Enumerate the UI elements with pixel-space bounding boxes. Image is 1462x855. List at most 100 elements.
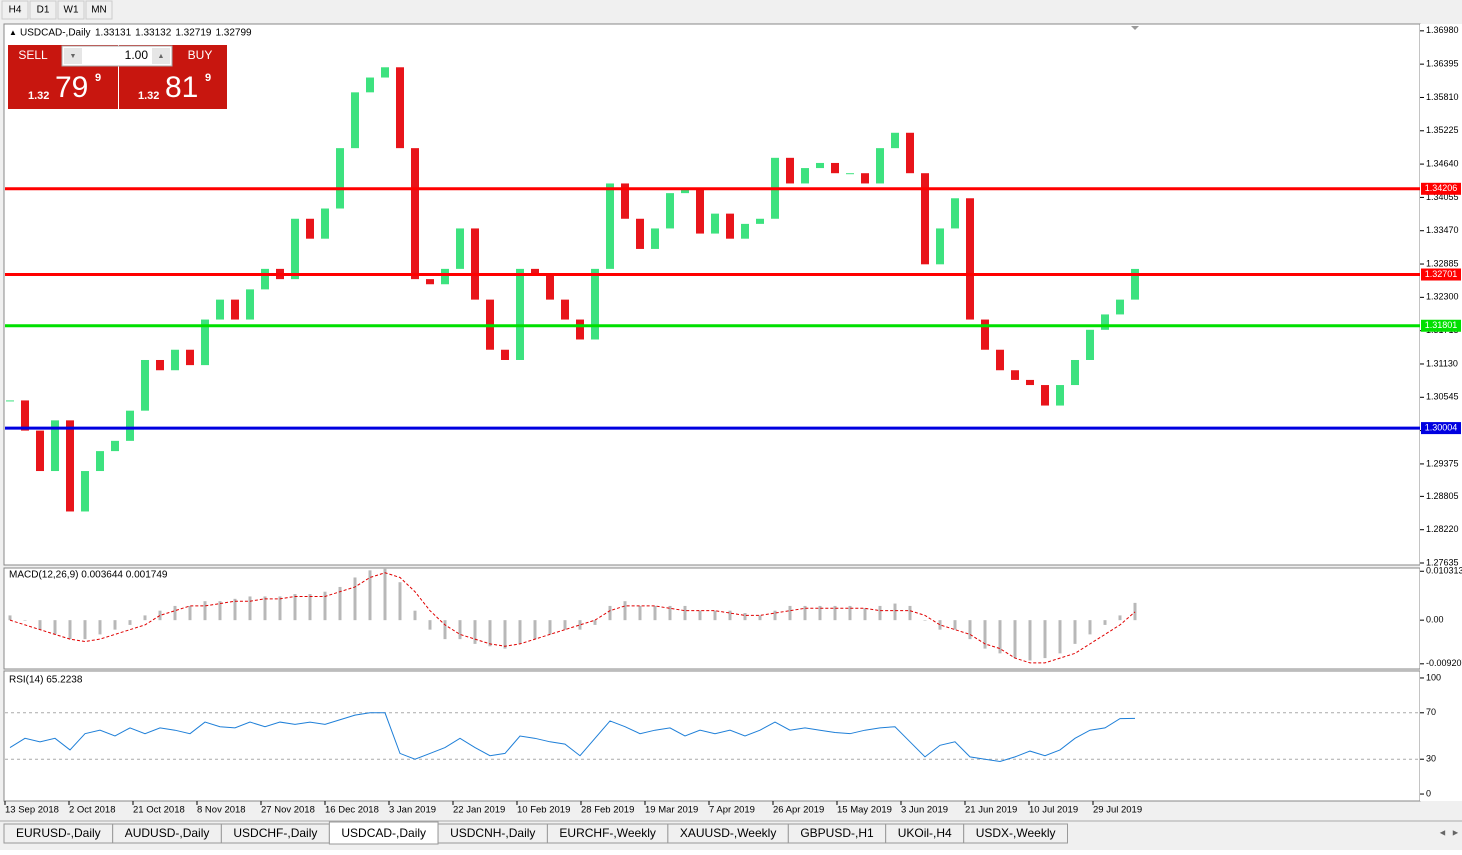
- macd-bar: [593, 620, 597, 625]
- candle: [621, 183, 629, 219]
- candle: [156, 359, 164, 371]
- macd-bar: [173, 605, 177, 621]
- macd-bar: [878, 605, 882, 621]
- macd-bar: [833, 605, 837, 621]
- ohlc-value: 1.33131: [95, 28, 132, 39]
- macd-bar: [938, 620, 942, 630]
- chart-tab-label: GBPUSD-,H1: [800, 826, 874, 840]
- macd-bar: [38, 620, 42, 630]
- candle: [666, 193, 674, 229]
- collapse-arrow[interactable]: ▲: [9, 28, 17, 37]
- lot-value: 1.00: [125, 48, 149, 62]
- price-tick-label: 1.29375: [1426, 458, 1459, 468]
- date-label: 13 Sep 2018: [5, 805, 59, 816]
- tab-scroll-left[interactable]: ◄: [1438, 827, 1447, 837]
- timeframe-label: H4: [9, 5, 22, 16]
- lot-up-icon: ▲: [158, 53, 165, 60]
- price-tick-label: 1.35225: [1426, 125, 1459, 135]
- timeframe-button[interactable]: [57, 0, 85, 20]
- lot-down-icon: ▼: [70, 53, 77, 60]
- candle: [36, 430, 44, 472]
- candle: [351, 92, 359, 149]
- candle: [531, 268, 539, 274]
- candle: [1116, 299, 1124, 315]
- macd-bar: [293, 594, 297, 621]
- price-tick-label: 1.32885: [1426, 258, 1459, 268]
- macd-bar: [968, 620, 972, 640]
- chart-tab[interactable]: [963, 823, 1068, 844]
- level-label: 1.34206: [1425, 183, 1458, 193]
- tab-scroll-right[interactable]: ►: [1451, 827, 1460, 837]
- date-label: 16 Dec 2018: [325, 805, 379, 816]
- axis-bg: [1420, 24, 1462, 801]
- timeframe-button[interactable]: [29, 0, 57, 20]
- rsi-line: [9, 712, 1136, 763]
- macd-bar: [248, 596, 252, 621]
- macd-bar: [608, 605, 612, 621]
- price-tick-label: 1.28805: [1426, 491, 1459, 501]
- macd-bar: [488, 620, 492, 647]
- candle: [786, 157, 794, 184]
- macd-bar: [773, 610, 777, 621]
- rsi-panel: [3, 670, 1421, 802]
- candle: [411, 148, 419, 280]
- lot-down[interactable]: [64, 48, 82, 64]
- macd-bar: [908, 605, 912, 621]
- chart-tab-label: XAUUSD-,Weekly: [680, 826, 776, 840]
- candle: [126, 410, 134, 441]
- candle: [396, 67, 404, 149]
- candle: [561, 299, 569, 320]
- timeframe-button[interactable]: [85, 0, 113, 20]
- date-label: 7 Apr 2019: [709, 805, 755, 816]
- candle: [261, 268, 269, 290]
- macd-bar: [668, 605, 672, 621]
- candle: [456, 228, 464, 269]
- rsi-tick-label: 100: [1426, 672, 1441, 682]
- macd-bar: [158, 610, 162, 621]
- lot-up[interactable]: [152, 48, 170, 64]
- date-label: 28 Feb 2019: [581, 805, 634, 816]
- macd-bar: [428, 620, 432, 630]
- date-label: 26 Apr 2019: [773, 805, 824, 816]
- lot-input[interactable]: [61, 45, 173, 67]
- date-label: 3 Jan 2019: [389, 805, 436, 816]
- candle: [696, 188, 704, 234]
- macd-bar: [578, 620, 582, 630]
- candle: [681, 188, 689, 194]
- macd-bar: [803, 605, 807, 621]
- macd-bar: [263, 596, 267, 621]
- candle: [636, 218, 644, 249]
- candle: [1071, 359, 1079, 386]
- chart-tab-label: USDCHF-,Daily: [233, 826, 317, 840]
- macd-bar: [1103, 620, 1107, 625]
- timeframe-button[interactable]: [1, 0, 29, 20]
- ohlc-value: 1.32799: [215, 28, 252, 39]
- candle: [66, 420, 74, 512]
- date-label: 15 May 2019: [837, 805, 892, 816]
- sell-price-fraction: 9: [95, 72, 101, 84]
- candle: [906, 132, 914, 174]
- level-badge: [1421, 319, 1461, 332]
- macd-bar: [623, 601, 627, 621]
- timeframe-label: MN: [91, 5, 107, 16]
- price-tick-label: 1.34640: [1426, 158, 1459, 168]
- macd-signal: [9, 572, 1136, 664]
- macd-bar: [758, 615, 762, 621]
- macd-bar: [368, 570, 372, 621]
- level-label: 1.31801: [1425, 320, 1458, 330]
- candle: [201, 319, 209, 366]
- candle: [846, 173, 854, 175]
- macd-bar: [323, 591, 327, 621]
- price-panel: [3, 23, 1421, 566]
- sell-label: SELL: [18, 48, 48, 62]
- level-label: 1.32701: [1425, 269, 1458, 279]
- candle: [756, 218, 764, 224]
- sell-price-big: 1.32: [28, 90, 49, 102]
- candle: [591, 268, 599, 340]
- buy-price-big: 1.32: [138, 90, 159, 102]
- candle: [711, 213, 719, 234]
- candle: [876, 148, 884, 184]
- candle: [441, 268, 449, 285]
- candle: [861, 173, 869, 184]
